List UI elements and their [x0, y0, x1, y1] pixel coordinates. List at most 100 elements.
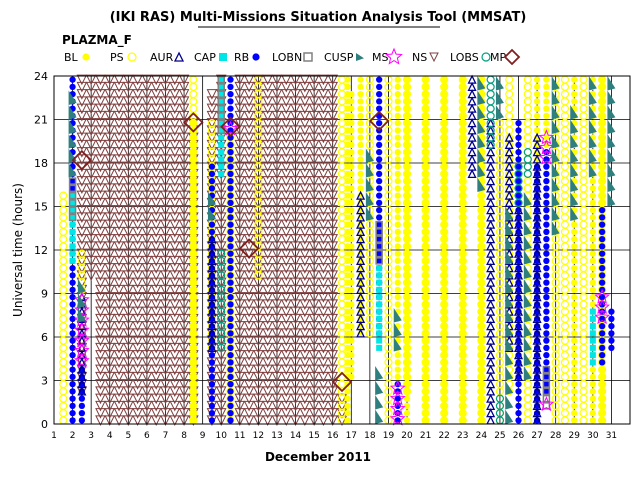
ns-marker: [160, 306, 171, 318]
aur-marker: [486, 147, 496, 157]
ns-marker: [132, 190, 143, 202]
bl-marker: [190, 308, 197, 315]
rb-marker: [376, 177, 383, 185]
ps-marker: [560, 97, 570, 106]
ns-marker: [160, 212, 171, 223]
ns-marker: [327, 89, 339, 100]
bl-marker: [571, 235, 578, 243]
ns-marker: [290, 190, 301, 202]
bl-marker: [190, 402, 197, 410]
bl-marker: [190, 206, 197, 214]
ns-marker: [169, 154, 181, 165]
ns-marker: [271, 219, 283, 231]
bl-marker: [422, 148, 429, 156]
cusp-marker: [505, 293, 514, 308]
ps-marker: [560, 387, 570, 396]
bl-marker: [478, 409, 485, 417]
aur-marker: [504, 154, 514, 164]
aur-marker: [467, 103, 477, 113]
ns-marker: [327, 147, 339, 158]
bl-marker: [190, 301, 197, 308]
aur-marker: [207, 270, 217, 280]
bl-marker: [394, 112, 401, 120]
bl-marker: [190, 163, 197, 170]
ps-marker: [59, 293, 68, 302]
aur-marker: [532, 139, 542, 150]
ns-marker: [308, 219, 320, 231]
ns-marker: [234, 321, 246, 332]
bl-marker: [571, 90, 578, 98]
ns-marker: [271, 263, 283, 274]
bl-marker: [459, 185, 466, 192]
bl-marker: [348, 163, 355, 170]
aur-marker: [486, 328, 496, 338]
rb-marker: [598, 264, 606, 272]
ns-marker: [290, 313, 301, 325]
cusp-marker: [607, 148, 616, 163]
ns-marker: [104, 328, 116, 339]
ns-marker: [132, 118, 143, 129]
cusp-marker: [551, 76, 560, 91]
ns-marker: [290, 248, 301, 260]
ns-marker: [132, 234, 143, 245]
ns-marker: [150, 241, 162, 252]
ns-marker: [150, 335, 162, 347]
cusp-marker: [607, 134, 616, 149]
ns-marker: [318, 89, 329, 100]
aur-marker: [356, 212, 366, 222]
cusp-marker: [523, 221, 532, 236]
cusp-marker: [523, 264, 532, 279]
rb-marker: [208, 409, 216, 417]
aur-marker: [513, 350, 524, 360]
ns-marker: [299, 263, 311, 274]
ns-marker: [206, 110, 218, 122]
x-tick-label: 29: [569, 431, 581, 441]
bl-marker: [403, 221, 411, 228]
ns-marker: [76, 118, 88, 129]
ns-marker: [85, 212, 97, 223]
cap-marker: [376, 294, 383, 301]
ns-marker: [290, 342, 301, 354]
rb-marker: [227, 76, 234, 83]
ns-marker: [262, 96, 273, 107]
bl-marker: [571, 83, 578, 91]
aur-marker: [486, 270, 496, 280]
rb-marker: [543, 257, 550, 265]
ns-marker: [132, 205, 143, 216]
ns-marker: [150, 176, 162, 187]
ps-marker: [59, 314, 68, 323]
ns-marker: [160, 118, 171, 129]
rb-marker: [227, 177, 234, 185]
ns-marker: [318, 248, 329, 260]
ns-marker: [327, 110, 339, 122]
bl-marker: [441, 308, 448, 315]
ns-marker: [113, 284, 125, 296]
x-tick-label: 27: [531, 431, 542, 441]
x-tick-label: 21: [420, 431, 431, 441]
ns-marker: [160, 386, 171, 397]
ns-marker: [141, 306, 153, 318]
ns-marker: [280, 190, 292, 202]
ns-marker: [141, 400, 153, 412]
aur-marker: [486, 393, 496, 403]
ns-marker: [280, 205, 292, 216]
ps-marker: [59, 380, 68, 389]
ns-marker: [132, 292, 143, 303]
ns-marker: [123, 125, 134, 136]
ps-marker: [59, 220, 68, 229]
ns-marker: [280, 118, 292, 129]
ns-marker: [290, 400, 301, 412]
bl-marker: [533, 119, 541, 127]
ns-marker: [113, 147, 125, 158]
rb-marker: [543, 185, 550, 192]
aur-marker: [504, 190, 514, 200]
ns-marker: [132, 154, 143, 165]
ns-marker: [290, 379, 301, 390]
x-tick-label: 13: [271, 431, 282, 441]
ns-marker: [150, 321, 162, 332]
bl-marker: [348, 286, 355, 294]
ns-marker: [95, 306, 106, 318]
aur-marker: [486, 299, 496, 309]
ns-marker: [104, 342, 116, 354]
cap-marker: [589, 337, 596, 344]
